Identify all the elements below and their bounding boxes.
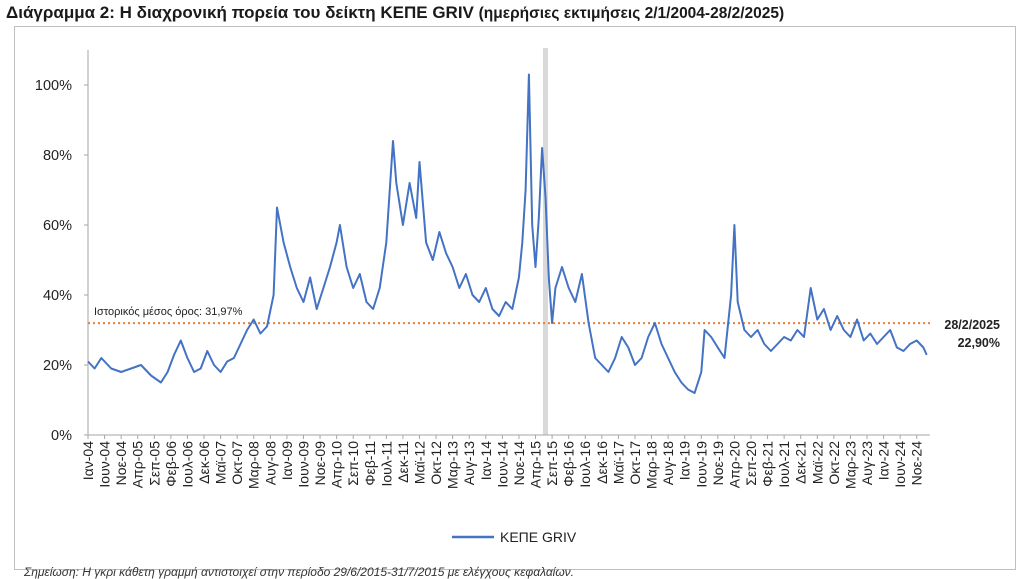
x-tick-label: Ιουλ-11 (378, 441, 394, 487)
capital-controls-band (542, 48, 548, 435)
last-value-annotation: 22,90% (958, 336, 1000, 350)
x-tick-label: Αυγ-23 (859, 441, 875, 485)
x-tick-label: Φεβ-16 (561, 441, 577, 487)
chart-title-main: Διάγραμμα 2: Η διαχρονική πορεία του δεί… (6, 3, 474, 22)
x-tick-label: Νοε-14 (511, 441, 527, 486)
x-tick-label: Ιαν-19 (677, 441, 693, 480)
x-tick-label: Οκτ-17 (627, 441, 643, 485)
x-tick-label: Απρ-15 (528, 441, 544, 488)
x-tick-label: Ιαν-09 (279, 441, 295, 480)
y-tick-label: 80% (43, 148, 72, 164)
x-tick-label: Μαϊ-17 (610, 441, 626, 484)
chart-title-sub: (ημερήσιες εκτιμήσεις 2/1/2004-28/2/2025… (478, 5, 785, 22)
x-tick-label: Ιουν-24 (892, 441, 908, 488)
legend-label: ΚΕΠΕ GRIV (500, 529, 577, 545)
series-line-kepe-griv (87, 73, 928, 394)
last-date-annotation: 28/2/2025 (944, 318, 1000, 332)
x-tick-label: Ιουν-04 (97, 441, 113, 488)
x-tick-label: Ιουλ-06 (179, 441, 195, 488)
x-tick-label: Σεπ-15 (544, 441, 560, 486)
x-tick-label: Μαϊ-22 (809, 441, 825, 484)
x-tick-label: Νοε-19 (710, 441, 726, 486)
x-tick-label: Αυγ-08 (262, 441, 278, 485)
x-tick-label: Οκτ-22 (826, 441, 842, 485)
x-tick-label: Ιουλ-16 (577, 441, 593, 488)
x-tick-label: Ιουλ-21 (776, 441, 792, 488)
x-tick-label: Μαρ-08 (246, 441, 262, 489)
x-tick-label: Ιουν-09 (295, 441, 311, 488)
y-tick-label: 40% (43, 288, 72, 304)
x-tick-label: Ιαν-14 (478, 441, 494, 480)
x-tick-label: Νοε-24 (909, 441, 925, 486)
x-tick-label: Σεπ-10 (345, 441, 361, 486)
x-tick-label: Σεπ-05 (146, 441, 162, 486)
chart-footnote: Σημείωση: Η γκρι κάθετη γραμμή αντιστοιχ… (24, 565, 575, 579)
y-tick-label: 60% (43, 218, 72, 234)
x-tick-label: Ιουν-19 (693, 441, 709, 488)
y-tick-label: 0% (51, 428, 72, 444)
x-tick-label: Νοε-04 (113, 441, 129, 486)
x-tick-label: Απρ-20 (726, 441, 742, 488)
x-tick-label: Φεβ-21 (760, 441, 776, 487)
x-tick-label: Φεβ-06 (163, 441, 179, 487)
x-tick-label: Δεκ-11 (395, 441, 411, 483)
x-tick-label: Αυγ-13 (461, 441, 477, 485)
x-tick-label: Δεκ-21 (793, 441, 809, 484)
x-tick-label: Μαρ-18 (644, 441, 660, 489)
x-tick-label: Δεκ-16 (594, 441, 610, 484)
x-tick-label: Ιαν-24 (876, 441, 892, 480)
chart-frame (14, 26, 1016, 570)
y-tick-label: 100% (35, 78, 72, 94)
x-tick-label: Αυγ-18 (660, 441, 676, 485)
chart-title: Διάγραμμα 2: Η διαχρονική πορεία του δεί… (6, 3, 784, 23)
x-tick-label: Δεκ-06 (196, 441, 212, 484)
x-tick-label: Μαϊ-07 (213, 441, 229, 484)
x-tick-label: Απρ-05 (130, 441, 146, 488)
x-tick-label: Ιουν-14 (494, 441, 510, 488)
x-tick-label: Οκτ-12 (428, 441, 444, 485)
x-tick-label: Ιαν-04 (80, 441, 96, 480)
x-tick-label: Σεπ-20 (743, 441, 759, 486)
x-tick-label: Οκτ-07 (229, 441, 245, 485)
historical-mean-label: Ιστορικός μέσος όρος: 31,97% (94, 306, 243, 318)
x-tick-label: Νοε-09 (312, 441, 328, 486)
y-tick-label: 20% (43, 358, 72, 374)
x-tick-label: Φεβ-11 (362, 441, 378, 486)
x-tick-label: Μαρ-23 (842, 441, 858, 489)
x-tick-label: Απρ-10 (329, 441, 345, 488)
x-tick-label: Μαϊ-12 (411, 441, 427, 484)
x-tick-label: Μαρ-13 (445, 441, 461, 489)
